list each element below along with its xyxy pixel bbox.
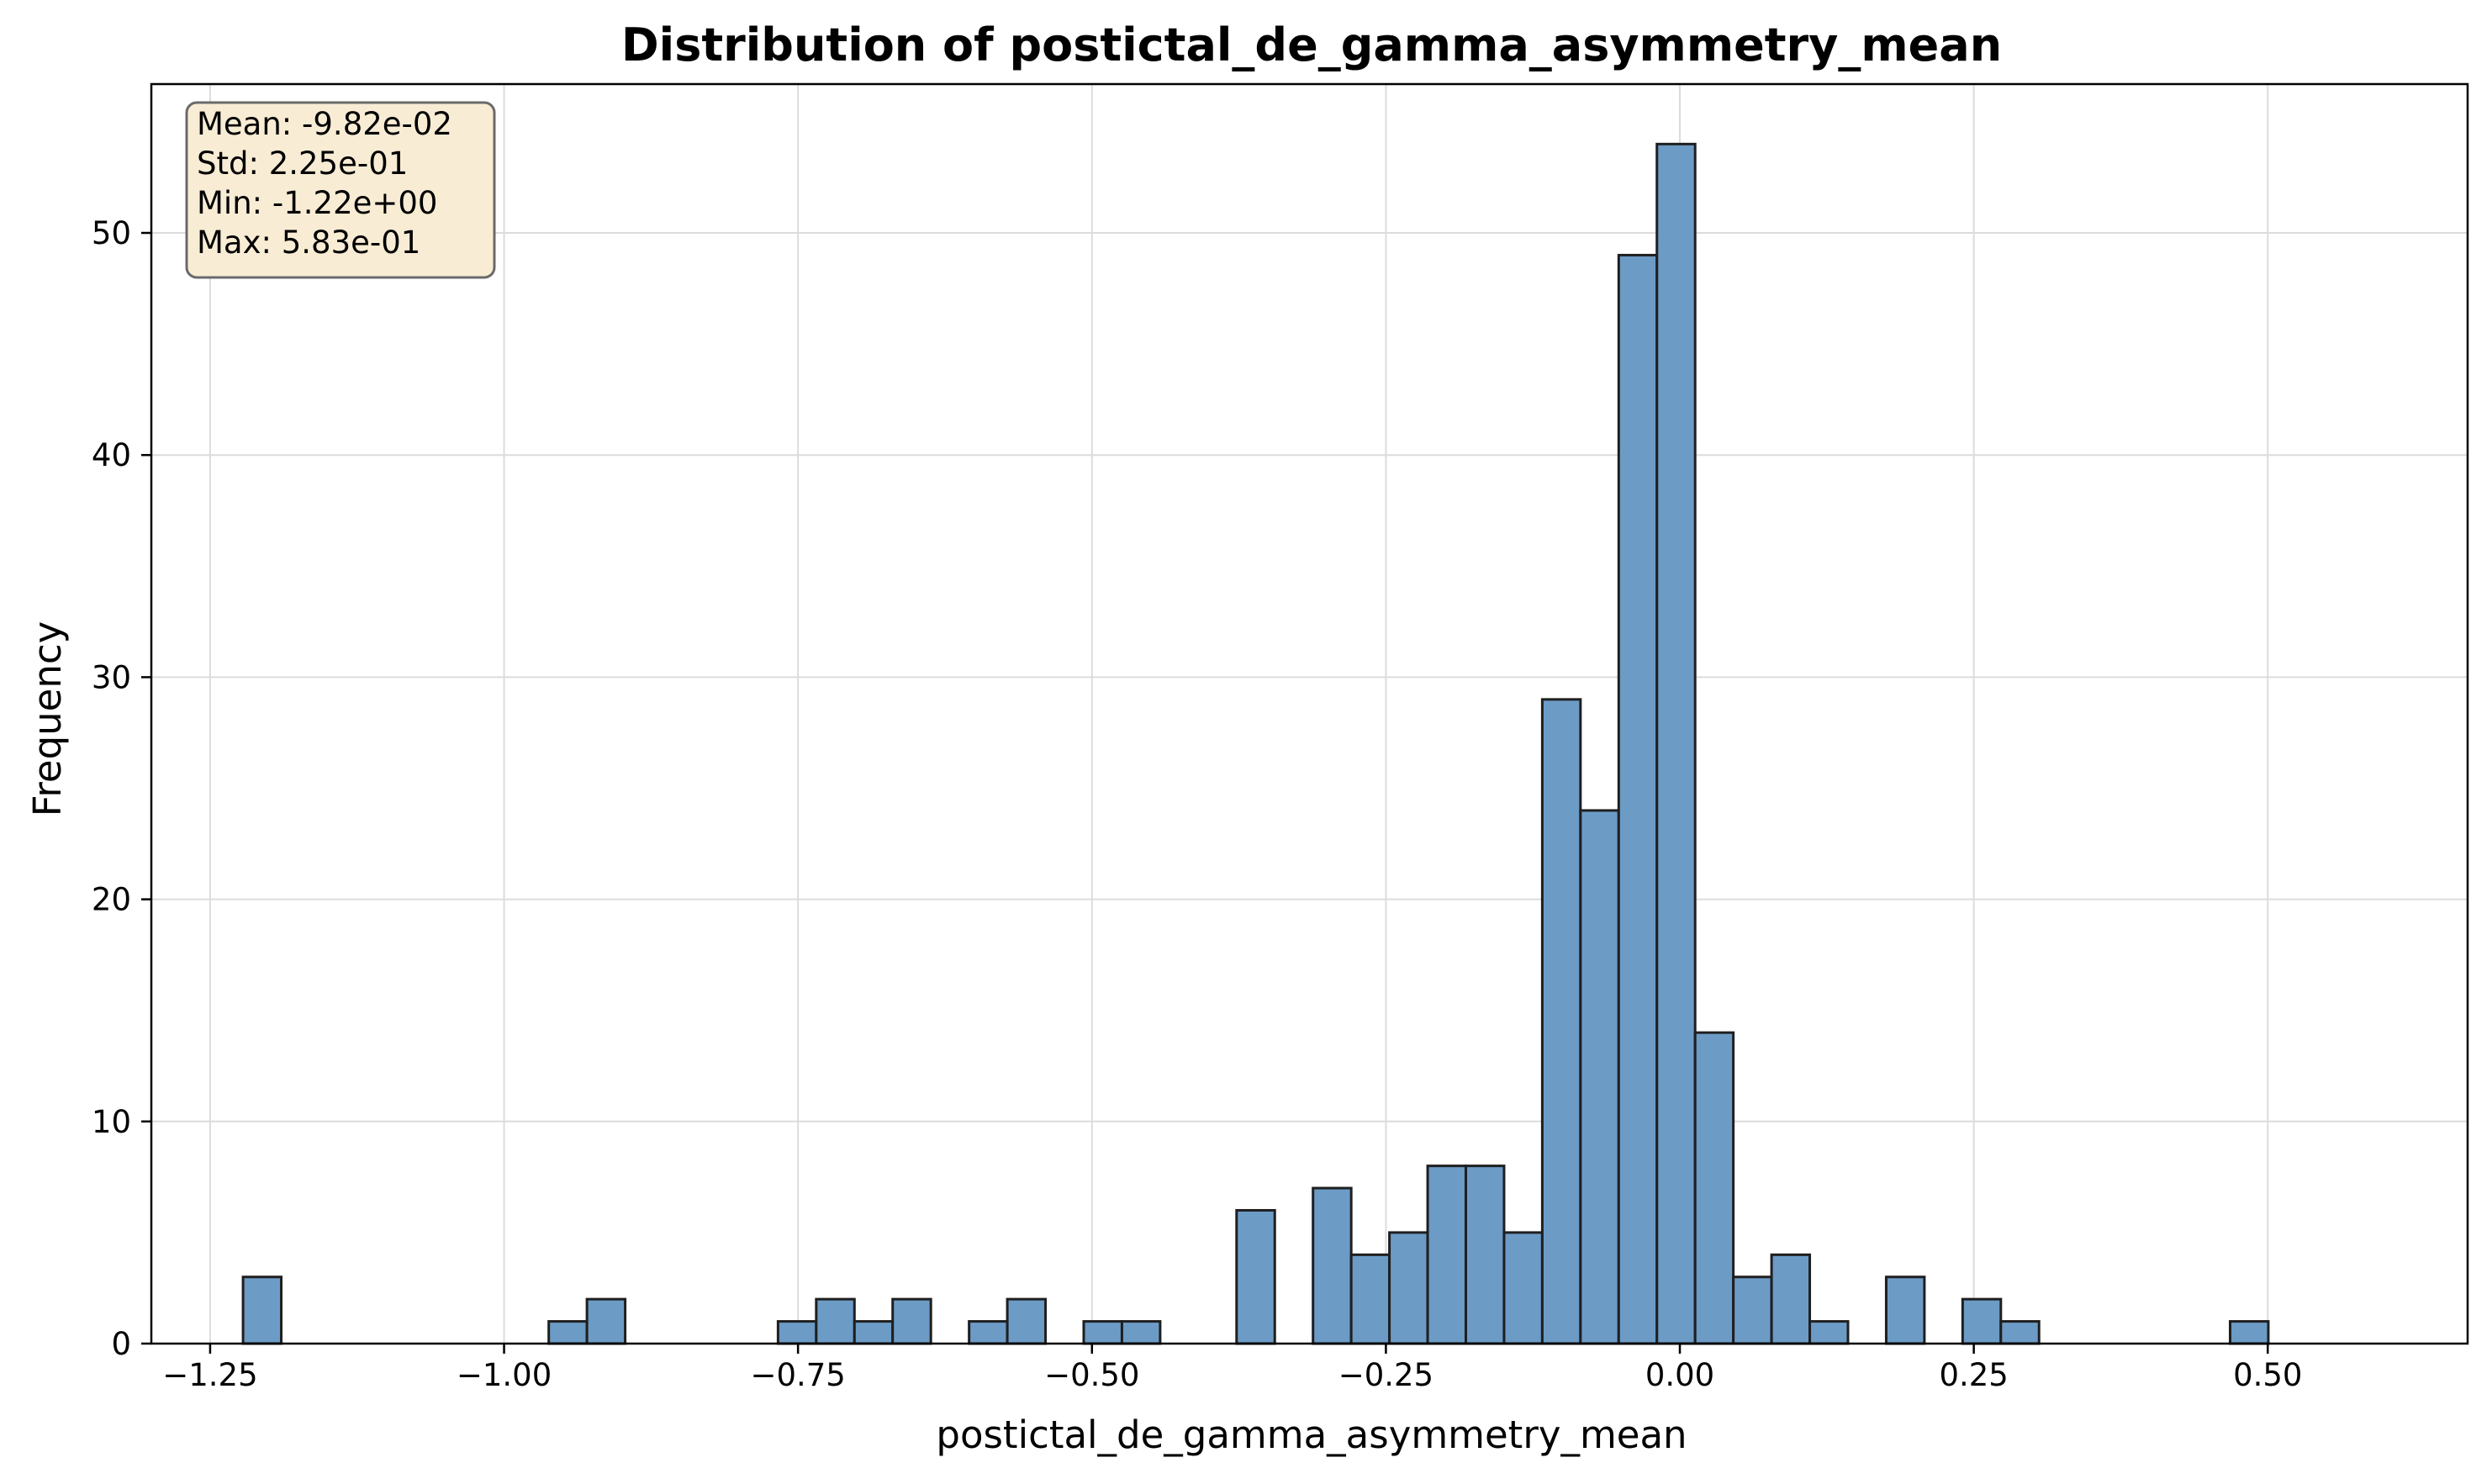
x-tick-label: −0.25 xyxy=(1338,1357,1433,1393)
histogram-bar xyxy=(1655,142,1697,1345)
x-tick-label: 0.00 xyxy=(1645,1357,1714,1393)
x-tick-label: −0.75 xyxy=(750,1357,845,1393)
histogram-bar xyxy=(1502,1231,1544,1345)
histogram-bar xyxy=(1770,1253,1812,1345)
y-tick-label: 20 xyxy=(92,882,131,918)
y-tick-label: 10 xyxy=(92,1104,131,1140)
histogram-bar xyxy=(853,1320,895,1345)
histogram-bar xyxy=(891,1297,932,1345)
histogram-bar xyxy=(1540,698,1582,1345)
histogram-bar xyxy=(1388,1231,1429,1345)
y-tick-label: 50 xyxy=(92,215,131,251)
histogram-bar xyxy=(968,1320,1009,1345)
histogram-bar xyxy=(1235,1208,1276,1345)
histogram-bar xyxy=(1082,1320,1123,1345)
x-tick-label: −1.25 xyxy=(162,1357,257,1393)
histogram-bar xyxy=(2229,1320,2270,1345)
histogram-bar xyxy=(585,1297,627,1345)
chart-title: Distribution of postictal_de_gamma_asymm… xyxy=(621,18,2002,71)
histogram-bar xyxy=(815,1297,856,1345)
histogram-bar xyxy=(1349,1253,1391,1345)
stats-mean: Mean: -9.82e-02 xyxy=(197,106,452,142)
histogram-bar xyxy=(1617,253,1659,1345)
y-tick-label: 30 xyxy=(92,659,131,695)
histogram-bar xyxy=(1464,1164,1506,1345)
stats-box-background xyxy=(185,101,496,279)
histogram-bar xyxy=(1808,1320,1850,1345)
x-tick-label: −0.50 xyxy=(1044,1357,1139,1393)
histogram-bar xyxy=(1732,1275,1773,1345)
histogram-bar xyxy=(241,1275,283,1345)
histogram-bar xyxy=(1579,809,1620,1345)
y-tick-label: 40 xyxy=(92,437,131,473)
histogram-bar xyxy=(1961,1297,2003,1345)
histogram-bar xyxy=(1884,1275,1926,1345)
histogram-bar xyxy=(1006,1297,1048,1345)
histogram-bar xyxy=(547,1320,589,1345)
x-tick-label: −1.00 xyxy=(457,1357,552,1393)
stats-min: Min: -1.22e+00 xyxy=(197,185,437,221)
stats-std: Std: 2.25e-01 xyxy=(197,145,408,182)
y-axis-label: Frequency xyxy=(25,621,70,816)
x-tick-label: 0.25 xyxy=(1939,1357,2008,1393)
y-tick-label: 0 xyxy=(111,1326,131,1362)
y-axis-ticks: 0 10 20 30 40 50 xyxy=(92,215,151,1362)
histogram-bar xyxy=(1999,1320,2041,1345)
x-axis-ticks: −1.25 −1.00 −0.75 −0.50 −0.25 0.00 0.25 0.50 xyxy=(162,1344,2302,1393)
histogram-bar xyxy=(1693,1031,1735,1345)
stats-max: Max: 5.83e-01 xyxy=(197,224,420,261)
bars xyxy=(241,142,2270,1345)
x-tick-label: 0.50 xyxy=(2233,1357,2302,1393)
x-axis-label: postictal_de_gamma_asymmetry_mean xyxy=(936,1413,1687,1457)
histogram-bar xyxy=(1120,1320,1162,1345)
stats-box: Mean: -9.82e-02 Std: 2.25e-01 Min: -1.22… xyxy=(185,101,496,279)
histogram-bar xyxy=(1426,1164,1467,1345)
plot-frame xyxy=(150,82,2469,1345)
histogram-bar xyxy=(1312,1186,1353,1345)
histogram-bar xyxy=(776,1320,818,1345)
